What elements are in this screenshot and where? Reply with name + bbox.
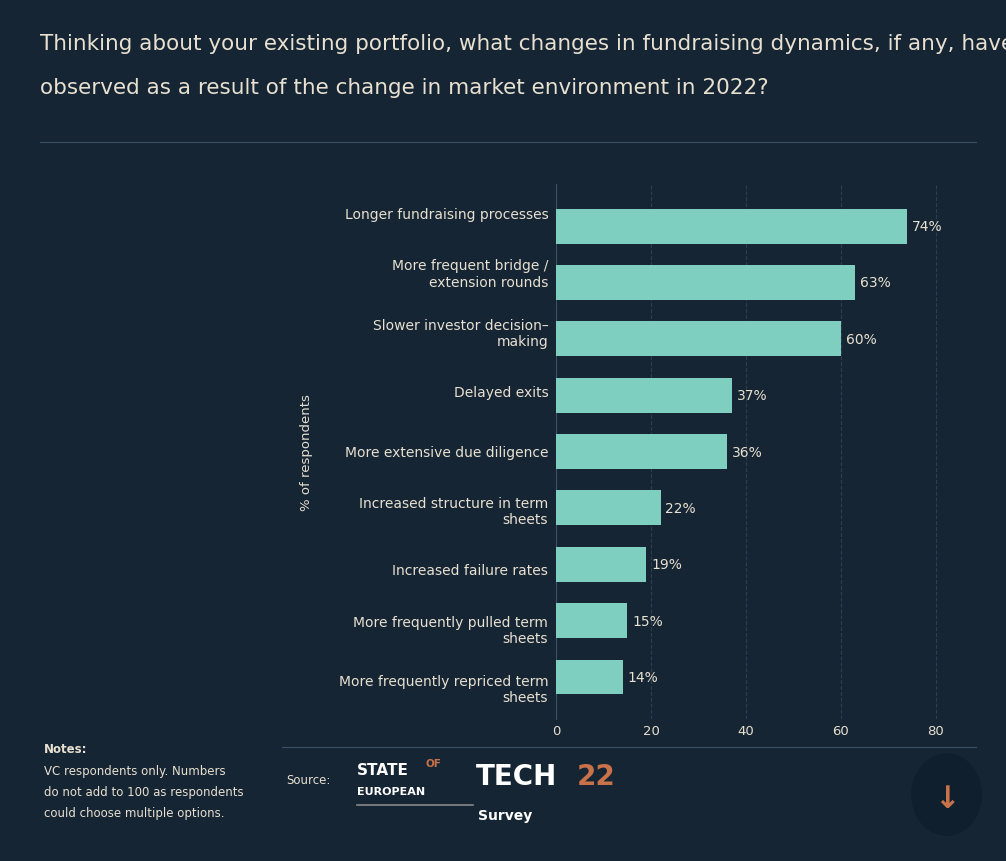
Text: do not add to 100 as respondents: do not add to 100 as respondents	[44, 785, 243, 798]
Text: 74%: 74%	[912, 220, 943, 234]
Text: STATE: STATE	[357, 762, 409, 777]
Bar	[556, 491, 661, 526]
Text: TECH: TECH	[476, 762, 557, 790]
Text: Increased structure in term
sheets: Increased structure in term sheets	[359, 496, 548, 526]
Bar	[556, 435, 727, 469]
Text: 15%: 15%	[632, 614, 663, 628]
Text: More frequent bridge /
extension rounds: More frequent bridge / extension rounds	[392, 259, 548, 289]
Bar	[556, 322, 841, 356]
Text: 37%: 37%	[736, 388, 768, 403]
Bar	[556, 209, 907, 245]
Bar	[556, 548, 647, 582]
Text: More frequently repriced term
sheets: More frequently repriced term sheets	[339, 674, 548, 704]
Text: 19%: 19%	[651, 558, 682, 572]
Text: could choose multiple options.: could choose multiple options.	[44, 806, 224, 819]
Text: % of respondents: % of respondents	[301, 393, 313, 511]
Text: observed as a result of the change in market environment in 2022?: observed as a result of the change in ma…	[40, 77, 769, 97]
Text: OF: OF	[426, 758, 442, 768]
Text: Thinking about your existing portfolio, what changes in fundraising dynamics, if: Thinking about your existing portfolio, …	[40, 34, 1006, 54]
Text: Delayed exits: Delayed exits	[454, 386, 548, 400]
Text: EUROPEAN: EUROPEAN	[357, 786, 426, 796]
Text: Increased failure rates: Increased failure rates	[392, 564, 548, 578]
Text: Notes:: Notes:	[44, 742, 88, 755]
Text: 14%: 14%	[628, 670, 658, 684]
Bar	[556, 266, 855, 300]
Text: 36%: 36%	[731, 445, 763, 459]
Text: 63%: 63%	[860, 276, 890, 290]
Text: 60%: 60%	[846, 332, 876, 346]
Text: More extensive due diligence: More extensive due diligence	[345, 445, 548, 459]
Text: ↓: ↓	[934, 784, 960, 813]
Circle shape	[911, 754, 982, 835]
Text: VC respondents only. Numbers: VC respondents only. Numbers	[44, 765, 226, 777]
Text: More frequently pulled term
sheets: More frequently pulled term sheets	[353, 615, 548, 645]
Text: Survey: Survey	[478, 808, 532, 821]
Text: 22%: 22%	[665, 501, 696, 516]
Bar	[556, 660, 623, 695]
Text: 22: 22	[576, 762, 616, 790]
Text: Longer fundraising processes: Longer fundraising processes	[344, 208, 548, 222]
Bar	[556, 378, 731, 413]
Bar	[556, 604, 628, 638]
Text: Source:: Source:	[287, 772, 331, 786]
Text: Slower investor decision–
making: Slower investor decision– making	[372, 319, 548, 349]
